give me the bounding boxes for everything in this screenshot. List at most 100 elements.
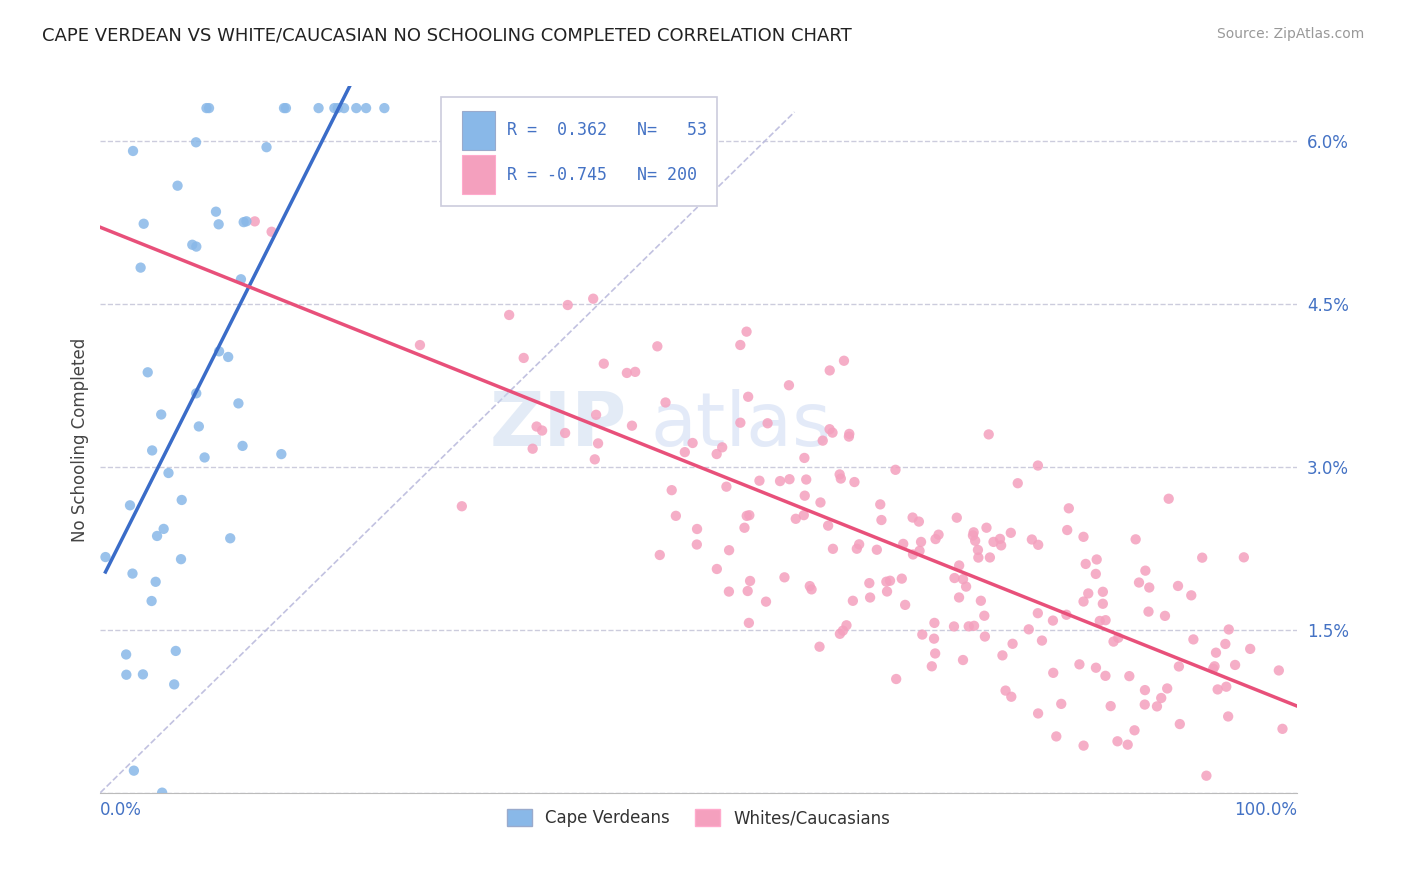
Point xyxy=(922,632,945,646)
Point xyxy=(616,366,638,380)
Point xyxy=(157,466,180,480)
Point xyxy=(835,618,858,632)
Point xyxy=(793,489,815,503)
Point xyxy=(844,475,866,489)
Point xyxy=(921,659,943,673)
Point xyxy=(970,594,993,608)
Point xyxy=(624,365,647,379)
Point xyxy=(115,667,138,681)
Point xyxy=(979,550,1001,565)
Point xyxy=(718,543,741,558)
Point xyxy=(323,101,346,115)
Point xyxy=(973,630,995,644)
Point xyxy=(1125,533,1147,547)
Point xyxy=(876,584,898,599)
Point xyxy=(901,548,924,562)
Point xyxy=(273,101,295,115)
Point xyxy=(845,541,868,556)
Point xyxy=(948,591,970,605)
Point xyxy=(1001,637,1024,651)
Point xyxy=(1077,586,1099,600)
Point xyxy=(908,544,931,558)
Point xyxy=(94,550,117,565)
Legend: Cape Verdeans, Whites/Caucasians: Cape Verdeans, Whites/Caucasians xyxy=(501,802,897,834)
Point xyxy=(738,615,761,630)
Point xyxy=(184,136,207,150)
Point xyxy=(910,535,932,549)
Point xyxy=(943,571,966,585)
Point xyxy=(620,418,643,433)
Point xyxy=(557,298,579,312)
Point xyxy=(121,566,143,581)
Point xyxy=(115,648,138,662)
Point xyxy=(799,579,821,593)
Point xyxy=(1031,633,1053,648)
Point xyxy=(582,292,605,306)
Point xyxy=(531,424,554,438)
Point xyxy=(1021,533,1043,547)
Point xyxy=(333,101,356,115)
Point xyxy=(1150,691,1173,706)
Point xyxy=(1073,530,1095,544)
Point xyxy=(756,417,779,431)
Point xyxy=(717,584,740,599)
Point xyxy=(1084,566,1107,581)
Point xyxy=(450,500,472,514)
Point xyxy=(1191,550,1213,565)
Point xyxy=(1268,664,1291,678)
Point xyxy=(122,144,145,158)
Point xyxy=(1091,597,1114,611)
Point xyxy=(1094,613,1116,627)
Point xyxy=(145,574,167,589)
Point xyxy=(991,648,1014,663)
Point xyxy=(195,101,218,115)
Point xyxy=(1026,458,1049,473)
Point xyxy=(967,543,990,558)
Point xyxy=(141,594,163,608)
Point xyxy=(1123,723,1146,738)
Point xyxy=(800,582,823,597)
Point xyxy=(1099,699,1122,714)
FancyBboxPatch shape xyxy=(461,155,495,194)
Point xyxy=(962,528,984,542)
Point xyxy=(778,378,800,392)
Point xyxy=(217,350,239,364)
Point xyxy=(146,529,169,543)
Point xyxy=(973,608,995,623)
Point xyxy=(1137,605,1160,619)
Point xyxy=(957,619,980,633)
Point xyxy=(198,101,221,115)
Point xyxy=(308,101,330,115)
Point xyxy=(344,101,367,115)
Point xyxy=(955,580,977,594)
Point xyxy=(232,215,254,229)
Point xyxy=(326,101,349,115)
Point xyxy=(165,644,187,658)
Point xyxy=(1195,769,1218,783)
Point xyxy=(141,443,163,458)
Point xyxy=(706,447,728,461)
Point xyxy=(1154,608,1177,623)
Point xyxy=(1000,690,1022,704)
Point xyxy=(665,508,688,523)
Point xyxy=(1146,699,1168,714)
Point xyxy=(1218,709,1240,723)
Point xyxy=(838,429,860,443)
Point xyxy=(1167,659,1189,673)
Point xyxy=(1073,739,1095,753)
Point xyxy=(1157,491,1180,506)
Point xyxy=(828,467,851,482)
Point xyxy=(256,140,278,154)
Point xyxy=(170,552,193,566)
Point xyxy=(1223,657,1246,672)
Y-axis label: No Schooling Completed: No Schooling Completed xyxy=(72,337,89,541)
Point xyxy=(894,598,917,612)
Point xyxy=(163,677,186,691)
Point xyxy=(1156,681,1178,696)
Point xyxy=(994,683,1017,698)
Point xyxy=(794,473,817,487)
Point xyxy=(859,591,882,605)
Point xyxy=(1074,557,1097,571)
Point xyxy=(1215,680,1237,694)
Point xyxy=(908,515,931,529)
